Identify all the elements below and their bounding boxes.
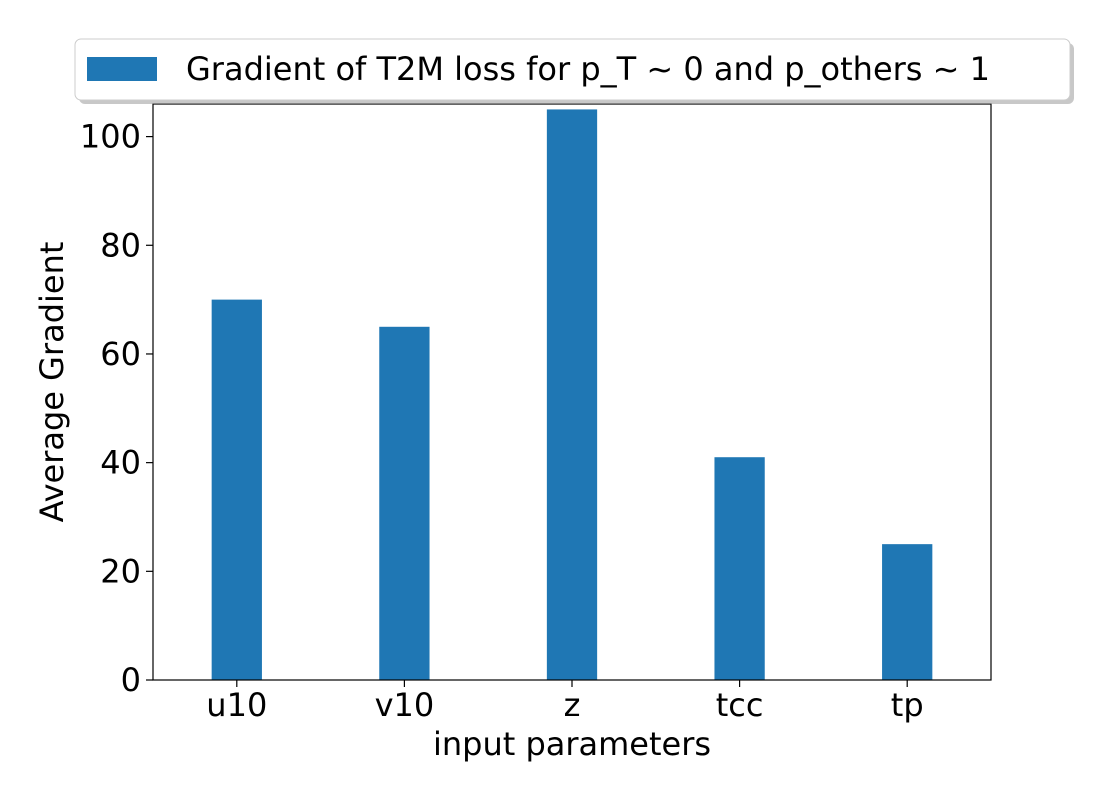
y-tick-label: 80 [100, 226, 141, 264]
bar-tp [882, 544, 933, 680]
x-tick-label: v10 [375, 686, 435, 724]
y-axis-label: Average Gradient [33, 242, 71, 523]
y-tick-label: 100 [80, 118, 141, 156]
y-tick-label: 0 [121, 661, 141, 699]
x-tick-label: tcc [716, 686, 764, 724]
legend-box [74, 38, 1071, 101]
legend-label: Gradient of T2M loss for p_T ~ 0 and p_o… [186, 50, 990, 88]
bar-u10 [211, 299, 262, 680]
y-tick-label: 60 [100, 335, 141, 373]
x-tick-label: z [564, 686, 581, 724]
legend: Gradient of T2M loss for p_T ~ 0 and p_o… [74, 38, 1074, 104]
y-tick-label: 20 [100, 552, 141, 590]
x-tick-label: u10 [206, 686, 267, 724]
bar-tcc [714, 457, 765, 680]
bars-group [211, 109, 933, 681]
y-axis-ticks: 0 20 40 60 80 100 [80, 118, 153, 699]
legend-swatch [87, 57, 157, 81]
bar-v10 [379, 326, 430, 680]
bar-z [546, 109, 598, 681]
x-tick-label: tp [891, 686, 924, 724]
x-axis-label: input parameters [433, 725, 711, 763]
y-tick-label: 40 [100, 444, 141, 482]
x-axis-ticks: u10 v10 z tcc tp [206, 680, 924, 724]
